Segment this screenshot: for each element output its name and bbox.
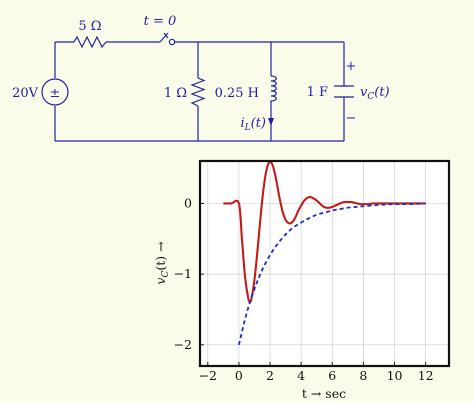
x-tick-label: 2 [266, 368, 274, 383]
circuit-wires [54, 41, 345, 142]
voltage-source: ± 20V [12, 78, 69, 106]
x-tick-label: −2 [199, 368, 217, 383]
series-line-solid [223, 160, 426, 303]
y-axis-label: vC(t) → [153, 241, 171, 285]
y-tick-label: 0 [184, 195, 192, 210]
y-tick-label: −1 [174, 266, 192, 281]
circuit-diagram: ± 20V 5 Ω t = 0 1 Ω 0.25 H iL(t) [12, 14, 390, 142]
inductor-current-label: iL(t) [240, 116, 266, 133]
plot-series [223, 160, 426, 346]
current-arrow-icon [268, 118, 274, 126]
capacitor-plus-sign: + [346, 59, 357, 74]
x-tick-label: 12 [418, 368, 434, 383]
capacitor-label: 1 F [307, 85, 328, 100]
inductor: 0.25 H iL(t) [215, 75, 277, 133]
plot-grid [200, 161, 449, 366]
voltage-source-label: 20V [12, 86, 39, 101]
x-tick-label: 6 [328, 368, 336, 383]
x-tick-label: 8 [359, 368, 367, 383]
x-tick-label: 4 [297, 368, 305, 383]
switch-label: t = 0 [144, 14, 177, 29]
response-plot: −2 0 2 4 6 8 10 12 0 −1 −2 t → sec vC(t) → [153, 159, 451, 401]
inductor-label: 0.25 H [215, 86, 259, 101]
capacitor-minus-sign: − [346, 111, 357, 126]
x-tick-label: 0 [235, 368, 243, 383]
plot-ticks: −2 0 2 4 6 8 10 12 0 −1 −2 [174, 195, 434, 383]
y-tick-label: −2 [174, 337, 192, 352]
series-resistor-label: 5 Ω [78, 19, 101, 34]
voltage-source-symbol: ± [50, 86, 61, 101]
switch: t = 0 [144, 14, 177, 46]
x-tick-label: 10 [387, 368, 403, 383]
x-axis-label: t → sec [302, 386, 346, 401]
capacitor: 1 F + − vC(t) [307, 59, 390, 126]
plot-frame [198, 159, 451, 368]
shunt-resistor: 1 Ω [164, 77, 206, 107]
shunt-resistor-label: 1 Ω [164, 86, 187, 101]
plot-area [200, 161, 449, 366]
capacitor-voltage-label: vC(t) [360, 85, 390, 102]
series-resistor: 5 Ω [73, 19, 107, 49]
